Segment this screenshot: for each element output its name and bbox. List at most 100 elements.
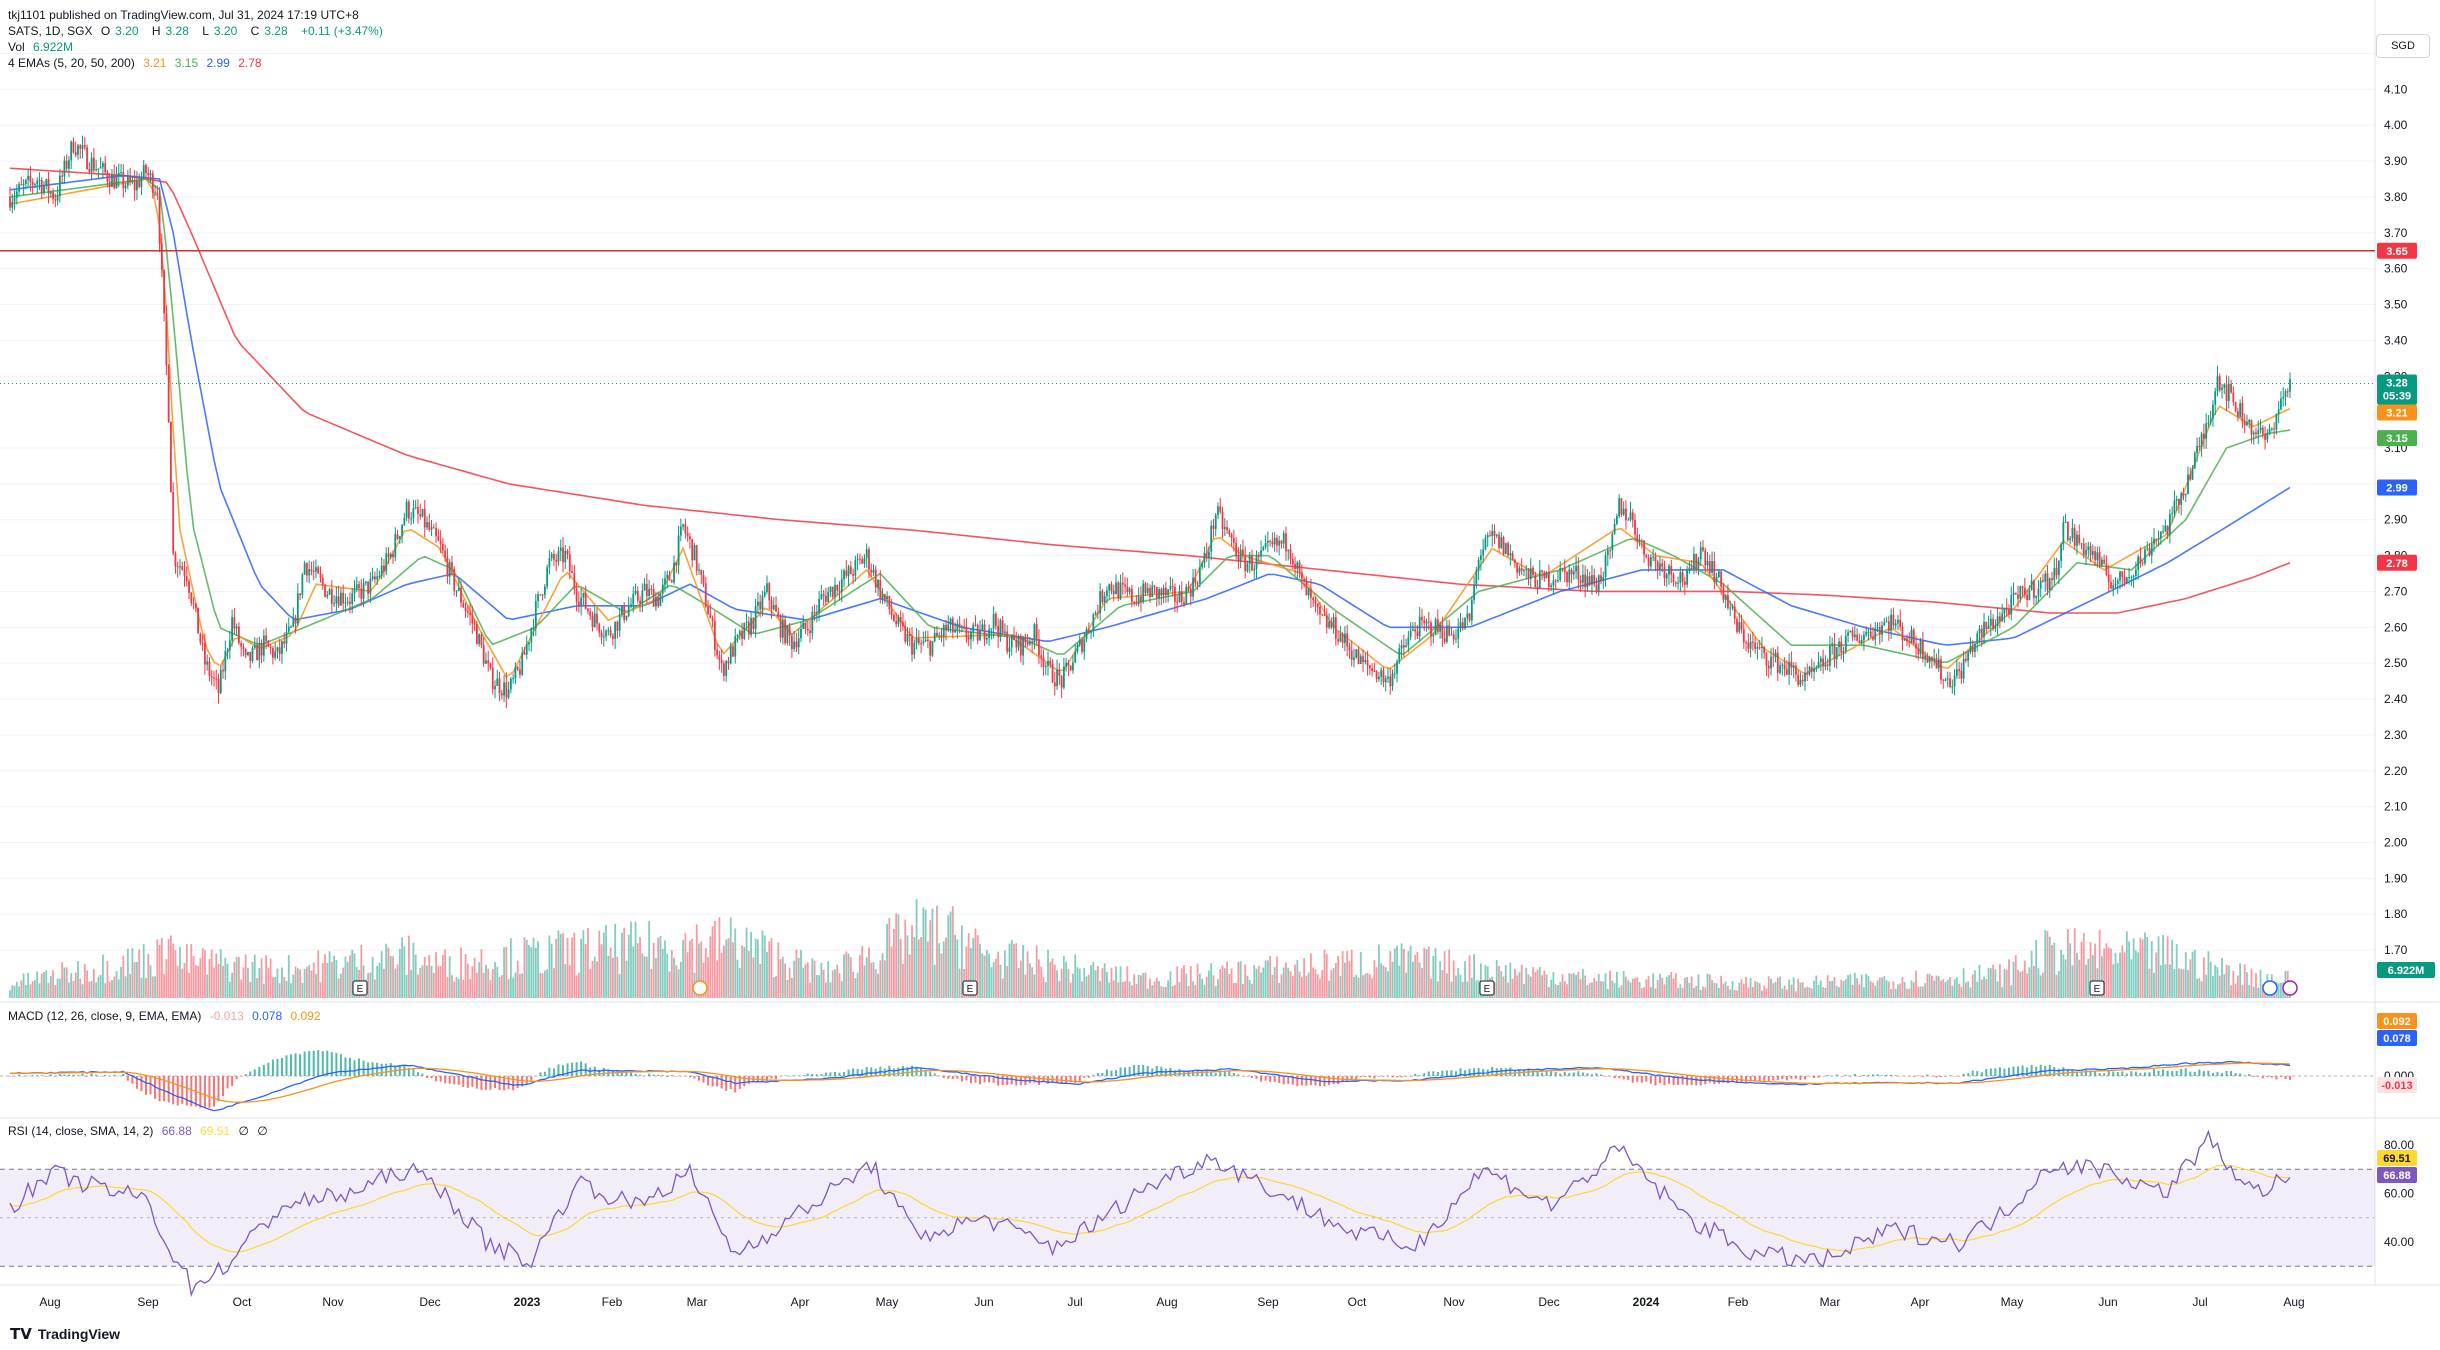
rsi-label[interactable]: RSI (14, close, SMA, 14, 2) xyxy=(8,1124,154,1138)
volume-bar xyxy=(750,931,753,998)
volume-bar xyxy=(1742,983,1745,998)
volume-bar xyxy=(2125,931,2128,998)
volume-bar xyxy=(410,969,413,998)
candle-body xyxy=(906,634,909,642)
macd-label[interactable]: MACD (12, 26, close, 9, EMA, EMA) xyxy=(8,1009,202,1023)
volume-bar xyxy=(1090,965,1092,998)
vol-label[interactable]: Vol xyxy=(8,40,25,54)
candle-body xyxy=(1019,635,1022,656)
candle-body xyxy=(815,612,818,614)
macd-histogram-bar xyxy=(784,1075,787,1076)
candle-body xyxy=(106,172,109,182)
volume-bar xyxy=(407,935,410,998)
volume-bar xyxy=(1557,985,1559,998)
candle-body xyxy=(747,621,750,635)
candle-body xyxy=(1711,561,1713,573)
volume-bar xyxy=(1196,963,1199,998)
candle-body xyxy=(219,669,222,694)
volume-bar xyxy=(258,968,261,998)
candle-body xyxy=(1475,570,1478,586)
candle-body xyxy=(56,195,59,201)
macd-histogram-bar xyxy=(167,1076,170,1103)
volume-bar xyxy=(616,956,619,998)
candle-body xyxy=(1649,557,1652,567)
candle-body xyxy=(1523,569,1525,571)
volume-bar xyxy=(29,984,32,998)
volume-bar xyxy=(2200,981,2203,998)
macd-histogram-bar xyxy=(1527,1069,1530,1076)
candle-body xyxy=(1439,624,1441,632)
macd-histogram-bar xyxy=(2211,1073,2214,1076)
candle-body xyxy=(1853,634,1856,638)
candle-body xyxy=(616,621,619,631)
macd-histogram-bar xyxy=(1368,1076,1371,1078)
macd-histogram-bar xyxy=(838,1072,841,1076)
volume-bar xyxy=(1563,981,1566,998)
candle-body xyxy=(509,678,512,690)
candle-body xyxy=(74,152,77,155)
volume-bar xyxy=(648,920,651,998)
candle-body xyxy=(673,562,675,583)
volume-bar xyxy=(2032,965,2035,998)
volume-bar xyxy=(716,960,719,998)
macd-histogram-bar xyxy=(244,1074,247,1076)
macd-histogram-bar xyxy=(149,1076,152,1095)
currency-button[interactable]: SGD xyxy=(2376,34,2430,58)
price-tick-label: 2.60 xyxy=(2384,620,2408,634)
volume-bar xyxy=(899,938,902,998)
macd-histogram-bar xyxy=(1844,1075,1847,1076)
macd-histogram-bar xyxy=(2166,1070,2169,1076)
candle-body xyxy=(963,626,966,628)
candle-body xyxy=(1094,612,1097,615)
ema50-price-label-text: 2.99 xyxy=(2386,482,2407,494)
macd-histogram-bar xyxy=(920,1068,923,1076)
candle-body xyxy=(1226,526,1228,531)
volume-bar xyxy=(1443,951,1446,998)
volume-bar xyxy=(219,949,222,998)
candle-body xyxy=(840,579,843,592)
volume-bar xyxy=(430,965,433,998)
candle-body xyxy=(489,663,492,668)
volume-bar xyxy=(2184,951,2187,998)
volume-bar xyxy=(1026,951,1029,998)
volume-bar xyxy=(276,968,279,998)
volume-bar xyxy=(1504,964,1507,998)
volume-bar xyxy=(154,976,156,998)
candle-body xyxy=(387,553,390,558)
candle-body xyxy=(256,644,258,661)
volume-bar xyxy=(1051,958,1054,998)
macd-histogram-bar xyxy=(358,1058,361,1076)
candle-body xyxy=(1364,660,1367,663)
candle-body xyxy=(81,145,84,149)
macd-histogram-bar xyxy=(634,1073,637,1076)
macd-histogram-bar xyxy=(543,1071,546,1076)
volume-bar xyxy=(623,927,626,998)
volume-bar xyxy=(496,966,499,998)
volume-bar xyxy=(1296,960,1299,998)
macd-histogram-bar xyxy=(2139,1072,2142,1076)
candle-body xyxy=(1482,549,1485,556)
time-tick-label: 2024 xyxy=(1633,1295,1660,1309)
macd-histogram-bar xyxy=(280,1058,283,1076)
volume-bar xyxy=(1681,988,1684,998)
candle-body xyxy=(1659,563,1661,571)
ema-label[interactable]: 4 EMAs (5, 20, 50, 200) xyxy=(8,56,135,70)
candle-body xyxy=(2128,577,2130,579)
volume-bar xyxy=(784,963,787,998)
volume-bar xyxy=(1801,982,1804,998)
macd-histogram-bar xyxy=(1849,1076,1852,1077)
volume-bar xyxy=(1518,971,1521,998)
macd-histogram-bar xyxy=(2207,1070,2210,1076)
candle-body xyxy=(507,689,510,698)
tradingview-brand[interactable]: 𝗧𝗩 TradingView xyxy=(10,1325,120,1343)
symbol-text[interactable]: SATS, 1D, SGX xyxy=(8,24,93,38)
candle-body xyxy=(63,160,66,177)
candle-body xyxy=(1912,629,1915,644)
volume-bar xyxy=(1004,950,1006,998)
volume-bar xyxy=(512,977,515,998)
candle-body xyxy=(1348,646,1351,651)
volume-bar xyxy=(521,973,524,998)
volume-bar xyxy=(1652,973,1655,998)
volume-bar xyxy=(471,966,474,998)
